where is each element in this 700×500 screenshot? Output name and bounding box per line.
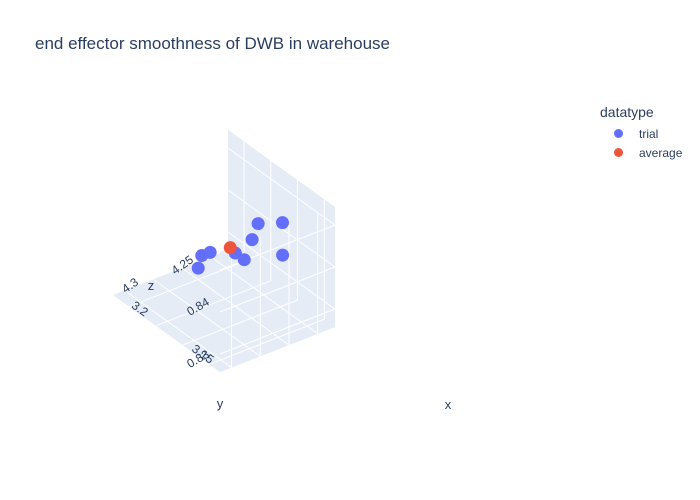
axis-label-x: x — [445, 397, 452, 412]
gridline-x-floor-1 — [182, 299, 298, 346]
data-point-trial-0[interactable] — [275, 216, 289, 230]
legend-label-trial: trial — [639, 126, 659, 141]
wall-floor — [113, 250, 335, 372]
data-point-trial-8[interactable] — [276, 248, 290, 262]
data-point-trial-1[interactable] — [251, 217, 265, 231]
axis-labels: x y z — [148, 278, 452, 412]
scene-gridlines — [124, 141, 336, 368]
axis-label-z: z — [148, 278, 155, 293]
gridline-z-xwall-2 — [219, 308, 336, 355]
legend-item-trial[interactable]: trial — [600, 124, 682, 143]
gridline-z-xwall-1 — [219, 266, 336, 313]
axis-label-y: y — [217, 396, 224, 411]
legend-title: datatype — [600, 104, 654, 120]
legend-swatch-average — [614, 148, 623, 157]
data-point-trial-7[interactable] — [237, 253, 251, 267]
gridline-y-floor-0 — [210, 256, 319, 335]
data-markers — [191, 216, 290, 275]
gridline-y-floor-3 — [124, 290, 232, 368]
data-point-trial-2[interactable] — [245, 233, 259, 247]
gridline-x-floor-2 — [155, 280, 271, 327]
gridline-z-ywall-0 — [227, 147, 336, 226]
data-point-trial-6[interactable] — [195, 249, 209, 263]
gridline-x-floor-0 — [209, 318, 325, 365]
legend-label-average: average — [639, 145, 683, 160]
gridline-y-floor-1 — [181, 267, 290, 346]
gridline-y-floor-2 — [152, 278, 261, 357]
gridline-x-floor-3 — [128, 261, 245, 308]
legend-swatch-trial — [614, 129, 623, 138]
legend: datatype trial average — [600, 104, 682, 162]
scene-walls — [113, 130, 335, 372]
data-point-trial-5[interactable] — [191, 261, 205, 275]
data-point-average-0[interactable] — [223, 241, 237, 255]
gridline-z-ywall-2 — [227, 231, 336, 310]
legend-item-average[interactable]: average — [600, 143, 682, 162]
chart-title: end effector smoothness of DWB in wareho… — [35, 34, 390, 53]
